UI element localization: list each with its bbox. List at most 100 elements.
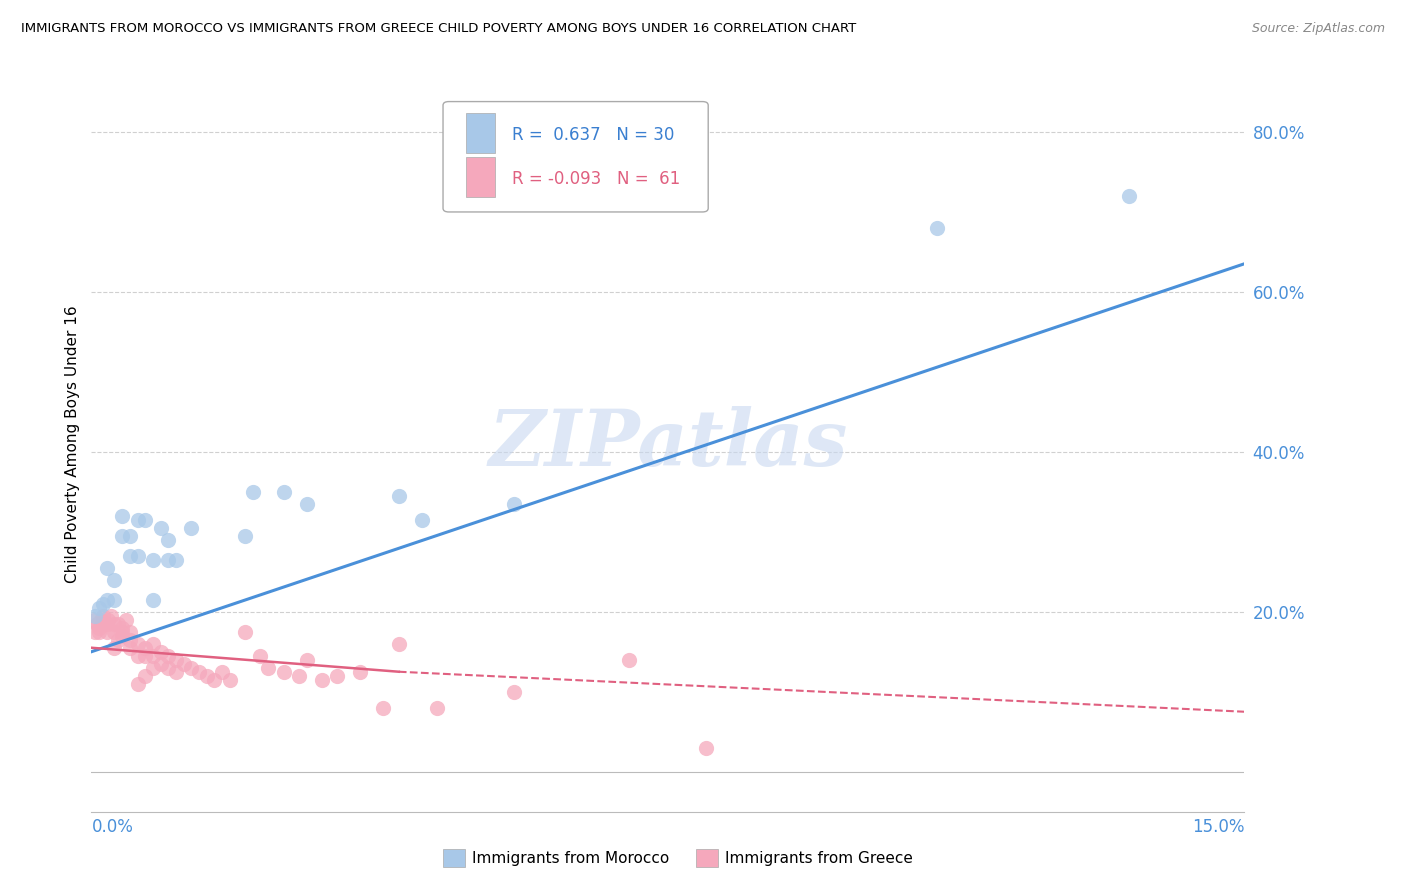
Point xyxy=(149,657,172,671)
Point xyxy=(96,560,118,574)
Point xyxy=(195,669,218,683)
Y-axis label: Child Poverty Among Boys Under 16: Child Poverty Among Boys Under 16 xyxy=(65,305,80,582)
FancyBboxPatch shape xyxy=(443,102,709,212)
Point xyxy=(84,624,107,639)
Point xyxy=(165,665,187,679)
Point xyxy=(87,600,110,615)
Point xyxy=(233,529,256,543)
Point xyxy=(295,497,318,511)
Point xyxy=(157,661,180,675)
Point xyxy=(373,700,395,714)
Point xyxy=(87,621,110,635)
Point xyxy=(91,616,114,631)
Point xyxy=(165,553,187,567)
Point xyxy=(127,677,149,691)
Point xyxy=(426,700,449,714)
Point xyxy=(273,665,295,679)
Point xyxy=(349,665,371,679)
Point xyxy=(111,629,134,643)
Text: R = -0.093   N =  61: R = -0.093 N = 61 xyxy=(512,169,681,188)
Point xyxy=(127,637,149,651)
Point xyxy=(142,661,165,675)
Point xyxy=(103,592,125,607)
Point xyxy=(118,624,141,639)
Text: 0.0%: 0.0% xyxy=(91,818,134,836)
Point xyxy=(165,653,187,667)
Point xyxy=(142,553,165,567)
Point xyxy=(91,597,114,611)
Point xyxy=(90,613,112,627)
Point xyxy=(118,632,141,647)
Point xyxy=(103,573,125,587)
Point xyxy=(87,624,110,639)
Point xyxy=(157,533,180,547)
Point xyxy=(149,521,172,535)
Point xyxy=(157,648,180,663)
Point xyxy=(84,608,107,623)
Point xyxy=(273,484,295,499)
Point xyxy=(211,665,233,679)
Text: IMMIGRANTS FROM MOROCCO VS IMMIGRANTS FROM GREECE CHILD POVERTY AMONG BOYS UNDER: IMMIGRANTS FROM MOROCCO VS IMMIGRANTS FR… xyxy=(21,22,856,36)
Point xyxy=(127,549,149,563)
Point xyxy=(107,632,129,647)
Point xyxy=(103,624,125,639)
Point xyxy=(180,521,202,535)
Point xyxy=(118,640,141,655)
Point xyxy=(111,508,134,523)
Point xyxy=(83,613,105,627)
Point xyxy=(86,616,108,631)
Point xyxy=(134,669,156,683)
Point xyxy=(118,549,141,563)
Point xyxy=(134,513,156,527)
Point xyxy=(288,669,311,683)
Point xyxy=(111,529,134,543)
Point xyxy=(103,640,125,655)
Point xyxy=(157,553,180,567)
Text: R =  0.637   N = 30: R = 0.637 N = 30 xyxy=(512,126,675,144)
Point xyxy=(118,529,141,543)
Point xyxy=(188,665,211,679)
Point xyxy=(115,613,138,627)
Point xyxy=(107,616,129,631)
Point xyxy=(134,648,156,663)
Point xyxy=(503,684,526,698)
Text: ZIPatlas: ZIPatlas xyxy=(488,406,848,482)
Point xyxy=(173,657,195,671)
Point xyxy=(619,653,641,667)
Point xyxy=(142,648,165,663)
Point xyxy=(103,616,125,631)
Point xyxy=(242,484,264,499)
Point xyxy=(96,624,118,639)
Point xyxy=(142,637,165,651)
Point xyxy=(925,220,948,235)
Point xyxy=(233,624,256,639)
Point xyxy=(111,624,134,639)
Point xyxy=(295,653,318,667)
Point xyxy=(100,608,122,623)
Point xyxy=(503,497,526,511)
Point xyxy=(202,673,225,687)
Point xyxy=(134,640,156,655)
Point xyxy=(1118,189,1140,203)
Point xyxy=(388,637,411,651)
Point xyxy=(149,645,172,659)
Point xyxy=(142,592,165,607)
FancyBboxPatch shape xyxy=(465,112,495,153)
Text: Immigrants from Greece: Immigrants from Greece xyxy=(725,851,914,865)
Point xyxy=(388,489,411,503)
Point xyxy=(96,592,118,607)
Point xyxy=(96,616,118,631)
Point xyxy=(218,673,240,687)
Point xyxy=(326,669,349,683)
Point xyxy=(91,608,114,623)
Text: Source: ZipAtlas.com: Source: ZipAtlas.com xyxy=(1251,22,1385,36)
Point xyxy=(180,661,202,675)
Point xyxy=(311,673,333,687)
FancyBboxPatch shape xyxy=(465,157,495,197)
Point xyxy=(411,513,433,527)
Point xyxy=(249,648,271,663)
Point xyxy=(97,613,120,627)
Point xyxy=(695,740,717,755)
Text: 15.0%: 15.0% xyxy=(1192,818,1244,836)
Point xyxy=(257,661,280,675)
